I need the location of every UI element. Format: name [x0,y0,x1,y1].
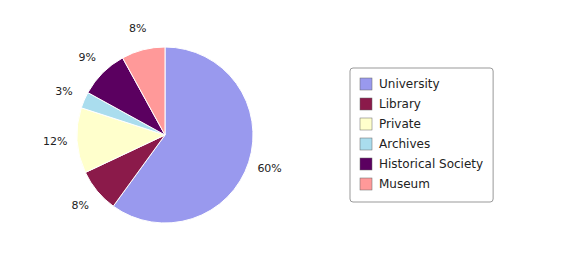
data-label: 9% [78,51,95,64]
data-label: 3% [55,85,72,98]
slices [77,47,253,223]
legend-label: Museum [379,177,430,191]
legend-swatch [360,178,372,190]
legend: University Library Private Archives Historic… [350,68,493,202]
legend-swatch [360,78,372,90]
data-label: 8% [72,199,89,212]
legend-label: Historical Society [379,157,483,171]
data-label: 60% [257,162,281,175]
legend-label: Archives [379,137,430,151]
legend-label: Library [379,97,421,111]
data-label: 12% [43,135,67,148]
pie-slice [123,47,165,135]
legend-swatch [360,118,372,130]
legend-label: University [379,77,440,91]
data-labels: 60% 8% 12% 3% 9% 8% [43,22,282,212]
legend-swatch [360,138,372,150]
data-label: 8% [129,22,146,35]
legend-swatch [360,98,372,110]
legend-frame [350,68,493,202]
legend-swatch [360,158,372,170]
chart: 60% 8% 12% 3% 9% 8% University Library Private Ar… [0,0,576,270]
legend-label: Private [379,117,421,131]
